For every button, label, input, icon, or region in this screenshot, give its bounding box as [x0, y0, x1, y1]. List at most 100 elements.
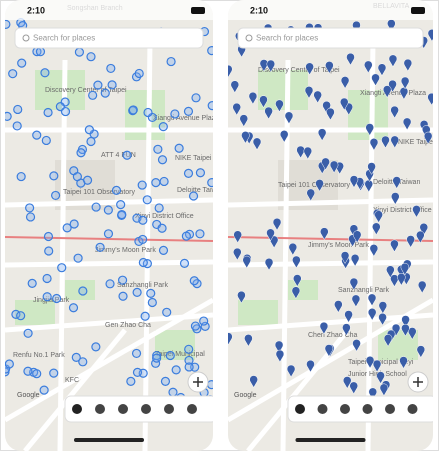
marker[interactable] — [184, 362, 194, 372]
marker[interactable] — [374, 210, 383, 224]
marker[interactable] — [39, 385, 49, 395]
marker[interactable] — [368, 387, 378, 401]
toolbar-icon[interactable] — [385, 404, 395, 414]
marker[interactable] — [427, 29, 436, 42]
marker[interactable] — [68, 303, 79, 313]
marker[interactable] — [200, 321, 210, 331]
toolbar-icon[interactable] — [95, 404, 105, 414]
marker[interactable] — [76, 148, 86, 158]
marker[interactable] — [78, 286, 88, 296]
marker[interactable] — [349, 175, 359, 188]
marker[interactable] — [8, 69, 18, 79]
marker[interactable] — [188, 191, 199, 201]
marker[interactable] — [379, 383, 389, 397]
marker[interactable] — [367, 162, 376, 175]
marker[interactable] — [35, 47, 46, 57]
marker[interactable] — [266, 59, 276, 73]
marker[interactable] — [386, 265, 395, 279]
marker[interactable] — [367, 293, 377, 307]
marker[interactable] — [369, 244, 379, 257]
marker[interactable] — [364, 60, 373, 74]
marker[interactable] — [111, 185, 122, 195]
marker[interactable] — [376, 371, 385, 385]
marker[interactable] — [391, 192, 400, 205]
marker[interactable] — [372, 359, 382, 373]
marker[interactable] — [170, 109, 180, 119]
marker[interactable] — [349, 224, 359, 238]
marker[interactable] — [27, 278, 37, 288]
marker[interactable] — [352, 339, 361, 352]
marker[interactable] — [207, 101, 216, 111]
marker[interactable] — [95, 242, 105, 252]
marker[interactable] — [313, 90, 322, 104]
marker[interactable] — [400, 76, 410, 90]
marker[interactable] — [195, 168, 206, 178]
marker[interactable] — [207, 45, 216, 56]
marker[interactable] — [242, 255, 251, 269]
marker[interactable] — [142, 195, 152, 205]
marker[interactable] — [168, 387, 178, 397]
toolbar-icon[interactable] — [164, 404, 174, 414]
marker[interactable] — [13, 104, 23, 115]
marker[interactable] — [259, 95, 268, 109]
marker[interactable] — [143, 107, 153, 118]
marker[interactable] — [369, 138, 379, 151]
marker[interactable] — [137, 180, 147, 190]
marker[interactable] — [272, 217, 282, 231]
marker[interactable] — [159, 176, 169, 187]
marker[interactable] — [91, 342, 101, 352]
marker[interactable] — [320, 227, 329, 241]
marker[interactable] — [52, 293, 62, 304]
marker[interactable] — [383, 334, 393, 347]
marker[interactable] — [23, 366, 33, 376]
marker[interactable] — [224, 64, 233, 78]
marker[interactable] — [146, 288, 156, 298]
marker[interactable] — [16, 311, 26, 321]
toolbar-icon[interactable] — [72, 404, 82, 414]
marker[interactable] — [329, 160, 339, 174]
marker[interactable] — [165, 350, 175, 361]
marker[interactable] — [248, 91, 258, 105]
marker[interactable] — [107, 80, 117, 90]
marker[interactable] — [12, 121, 22, 131]
marker[interactable] — [401, 315, 410, 328]
marker[interactable] — [381, 135, 390, 149]
marker[interactable] — [350, 254, 360, 267]
marker[interactable] — [244, 334, 253, 347]
marker[interactable] — [427, 92, 436, 106]
marker[interactable] — [391, 323, 401, 337]
marker[interactable] — [352, 20, 361, 34]
marker[interactable] — [184, 344, 194, 354]
marker[interactable] — [181, 231, 191, 241]
marker[interactable] — [392, 176, 401, 189]
marker[interactable] — [134, 68, 144, 79]
marker[interactable] — [390, 135, 399, 149]
marker[interactable] — [91, 202, 101, 212]
marker[interactable] — [378, 301, 388, 314]
marker[interactable] — [116, 200, 126, 210]
marker[interactable] — [249, 375, 258, 388]
marker[interactable] — [241, 131, 250, 144]
marker[interactable] — [406, 235, 415, 248]
marker[interactable] — [416, 345, 426, 359]
marker[interactable] — [69, 219, 79, 229]
marker[interactable] — [388, 79, 397, 93]
marker[interactable] — [138, 257, 148, 268]
toolbar-icon[interactable] — [295, 404, 305, 414]
marker[interactable] — [171, 365, 181, 375]
marker[interactable] — [349, 277, 359, 291]
marker[interactable] — [132, 367, 143, 378]
marker[interactable] — [206, 380, 215, 390]
marker[interactable] — [118, 291, 128, 301]
marker[interactable] — [408, 327, 417, 340]
marker[interactable] — [342, 376, 352, 389]
marker[interactable] — [122, 150, 132, 160]
marker[interactable] — [152, 353, 162, 363]
marker[interactable] — [351, 294, 361, 308]
marker[interactable] — [321, 157, 330, 171]
marker[interactable] — [103, 205, 113, 215]
marker[interactable] — [138, 215, 148, 225]
marker[interactable] — [371, 73, 380, 87]
marker[interactable] — [322, 100, 331, 114]
toolbar-icon[interactable] — [407, 404, 418, 414]
